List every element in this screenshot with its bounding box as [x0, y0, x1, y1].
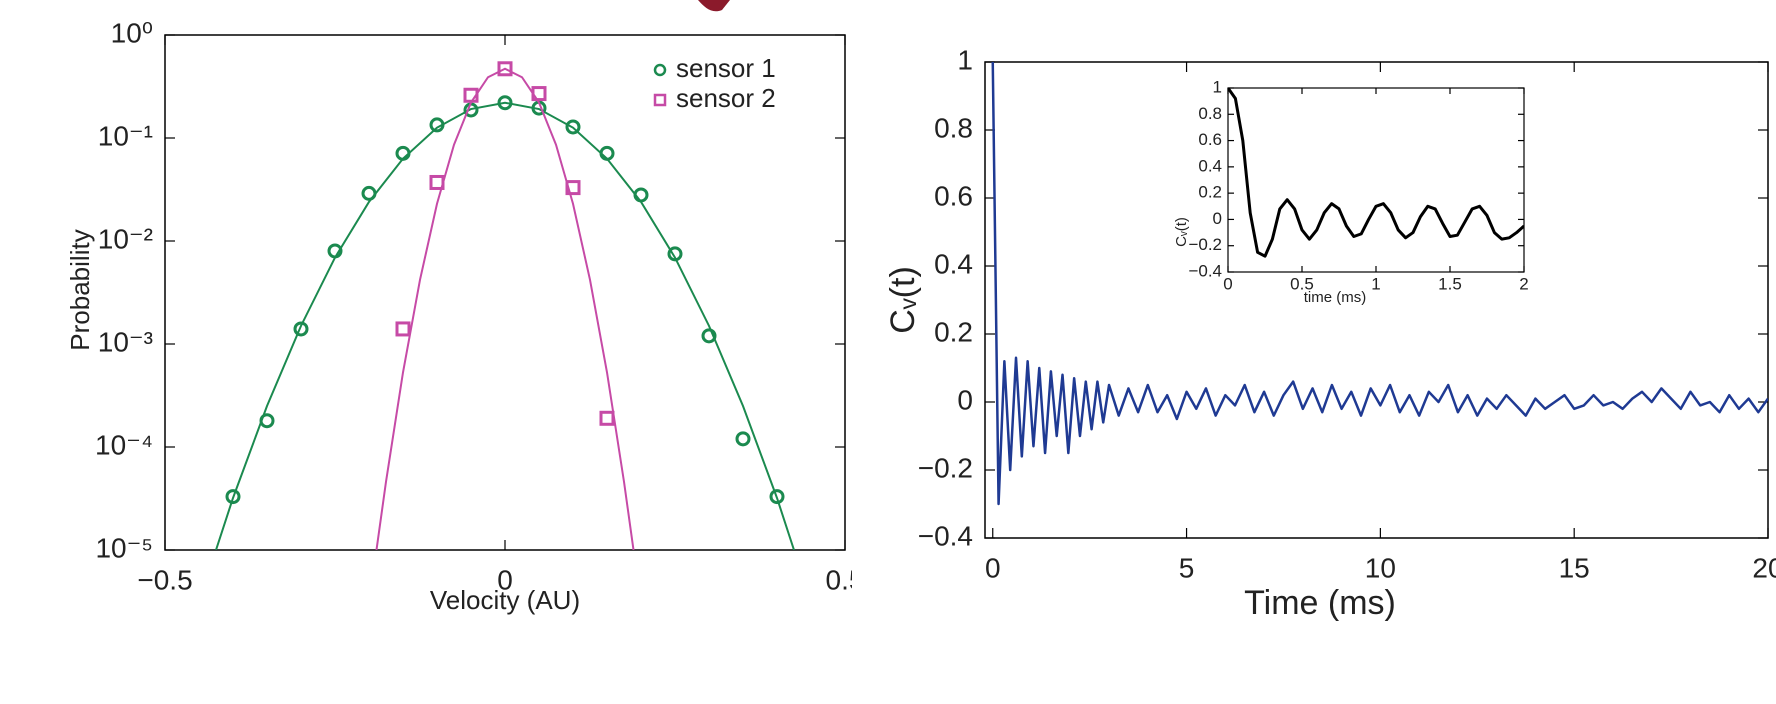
y-tick-label: 1 [957, 44, 973, 75]
legend-marker [653, 63, 667, 77]
y-tick-label: 0.4 [1198, 156, 1222, 175]
y-tick-label: 10⁻¹ [98, 120, 153, 151]
x-tick-label: 0 [497, 564, 513, 595]
y-tick-label: 0.6 [1198, 130, 1222, 149]
legend-marker [653, 93, 667, 107]
y-tick-label: 0.8 [934, 112, 973, 143]
y-tick-label: 0.2 [934, 316, 973, 347]
y-tick-label: 10⁻⁵ [95, 532, 153, 563]
y-tick-label: −0.4 [1188, 261, 1222, 280]
x-tick-label: 0.5 [826, 564, 852, 595]
marker [769, 489, 785, 505]
y-tick-label: 1 [1213, 77, 1222, 96]
marker [667, 246, 683, 262]
marker [429, 117, 445, 133]
y-tick-label: −0.2 [918, 452, 973, 483]
x-tick-label: 0 [985, 552, 1001, 583]
marker [225, 489, 241, 505]
marker [429, 174, 445, 190]
marker [259, 413, 275, 429]
x-axis-label: Time (ms) [1244, 584, 1396, 622]
marker [463, 87, 479, 103]
y-tick-label: 0.6 [934, 180, 973, 211]
marker [599, 410, 615, 426]
marker [497, 61, 513, 77]
fit-line [215, 101, 795, 550]
y-tick-label: −0.2 [1188, 235, 1222, 254]
marker [497, 95, 513, 111]
marker [531, 86, 547, 102]
y-axis-label: Cᵥ(t) [1173, 217, 1190, 247]
x-tick-label: 5 [1179, 552, 1195, 583]
marker [701, 328, 717, 344]
y-tick-label: 0.8 [1198, 104, 1222, 123]
marker [633, 187, 649, 203]
y-tick-label: 0.2 [1198, 183, 1222, 202]
marker [395, 321, 411, 337]
x-tick-label: 10 [1365, 552, 1396, 583]
x-axis-label: time (ms) [1304, 289, 1367, 306]
velocity-chart: −0.5 0 0.5 10⁻⁵ 10⁻⁴ 10⁻³ 10⁻² 10⁻¹ 10⁰ Velocity … [65, 0, 852, 615]
marker [327, 243, 343, 259]
y-tick-label: 0.4 [934, 248, 973, 279]
y-tick-label: −0.4 [918, 520, 973, 551]
x-tick-label: 1.5 [1438, 274, 1462, 293]
marker [599, 145, 615, 161]
plot-area [1227, 87, 1525, 273]
y-tick-label: 0 [1213, 209, 1222, 228]
marker [735, 431, 751, 447]
y-tick-label: 10⁻² [98, 223, 153, 254]
x-tick-label: 0.5 [1290, 274, 1314, 293]
marker [565, 119, 581, 135]
y-tick-label: 10⁻³ [98, 326, 153, 357]
x-tick-label: 20 [1752, 552, 1776, 583]
plot-area [164, 34, 846, 551]
y-tick-label: 0 [957, 384, 973, 415]
marker [361, 185, 377, 201]
legend-label: sensor 2 [676, 83, 776, 113]
y-axis-label: Probability [65, 229, 95, 350]
fit-line [375, 67, 635, 550]
marker [293, 321, 309, 337]
decoration [698, 0, 730, 12]
x-tick-label: −0.5 [137, 564, 192, 595]
x-tick-label: 15 [1559, 552, 1590, 583]
y-tick-label: 10⁻⁴ [95, 429, 153, 460]
marker [565, 180, 581, 196]
y-axis-label: Cᵥ(t) [884, 266, 922, 334]
legend-label: sensor 1 [676, 53, 776, 83]
x-tick-label: 2 [1519, 274, 1528, 293]
x-tick-label: 0 [1223, 274, 1232, 293]
x-axis-label: Velocity (AU) [430, 585, 580, 615]
line [991, 62, 1768, 506]
marker [395, 145, 411, 161]
line [1228, 88, 1524, 258]
y-tick-label: 10⁰ [111, 17, 153, 48]
x-tick-label: 1 [1371, 274, 1380, 293]
